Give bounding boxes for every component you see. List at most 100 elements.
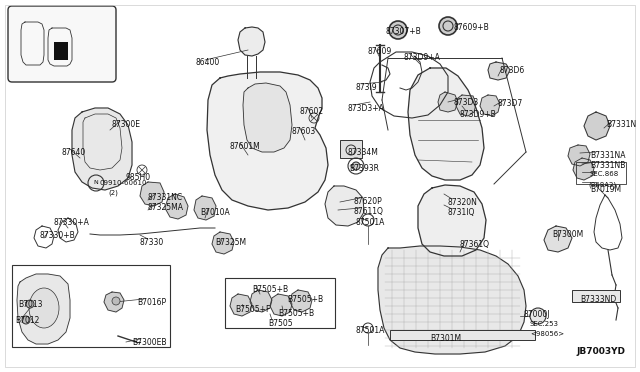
Text: B7019M: B7019M <box>590 185 621 194</box>
Circle shape <box>26 300 34 308</box>
Circle shape <box>530 308 546 324</box>
Text: B7016P: B7016P <box>137 298 166 307</box>
Text: 87334M: 87334M <box>347 148 378 157</box>
Polygon shape <box>212 232 234 254</box>
Polygon shape <box>194 196 216 220</box>
Polygon shape <box>408 68 484 180</box>
Text: B7505: B7505 <box>268 319 292 328</box>
Text: 87501A: 87501A <box>356 218 385 227</box>
Polygon shape <box>488 62 510 80</box>
Text: JB7003YD: JB7003YD <box>576 347 625 356</box>
Text: 87601M: 87601M <box>230 142 260 151</box>
Text: 86400: 86400 <box>195 58 220 67</box>
Bar <box>340 140 362 158</box>
Text: B7301M: B7301M <box>430 334 461 343</box>
Text: 87307+B: 87307+B <box>386 27 422 36</box>
Polygon shape <box>72 108 132 190</box>
Text: 873D9+B: 873D9+B <box>459 110 496 119</box>
Text: 87330: 87330 <box>140 238 164 247</box>
Bar <box>572 290 620 302</box>
Text: 873I9: 873I9 <box>356 83 378 92</box>
Text: 87325MA: 87325MA <box>148 203 184 212</box>
Text: B7393R: B7393R <box>349 164 379 173</box>
Text: 87501A: 87501A <box>356 326 385 335</box>
Polygon shape <box>325 186 364 226</box>
Polygon shape <box>207 72 328 210</box>
Polygon shape <box>290 290 312 312</box>
Text: 87609: 87609 <box>368 47 392 56</box>
Circle shape <box>389 21 407 39</box>
Text: 87603: 87603 <box>292 127 316 136</box>
Text: 873D7: 873D7 <box>497 99 522 108</box>
Text: 87361Q: 87361Q <box>460 240 490 249</box>
Text: B7505+F: B7505+F <box>235 305 270 314</box>
Polygon shape <box>584 112 610 140</box>
Text: B7012: B7012 <box>15 316 40 325</box>
Text: 87330+B: 87330+B <box>40 231 76 240</box>
Polygon shape <box>140 182 164 206</box>
Text: 985H0: 985H0 <box>125 173 150 182</box>
Bar <box>12 265 170 347</box>
Text: 87330+A: 87330+A <box>54 218 90 227</box>
Bar <box>225 278 335 328</box>
Text: 09910-60610: 09910-60610 <box>100 180 147 186</box>
Polygon shape <box>250 290 272 312</box>
Text: B7505+B: B7505+B <box>278 309 314 318</box>
Text: B7331N: B7331N <box>606 120 636 129</box>
Circle shape <box>352 162 360 170</box>
Polygon shape <box>270 294 292 316</box>
Text: 87611Q: 87611Q <box>353 207 383 216</box>
Polygon shape <box>165 194 188 219</box>
Text: 87320N: 87320N <box>447 198 477 207</box>
Text: 87609+B: 87609+B <box>454 23 490 32</box>
Text: N: N <box>93 180 99 186</box>
Text: B7331NA: B7331NA <box>590 151 625 160</box>
Polygon shape <box>230 294 252 316</box>
Text: B7505+B: B7505+B <box>287 295 323 304</box>
Bar <box>576 162 626 184</box>
Text: 873D6: 873D6 <box>500 66 525 75</box>
Polygon shape <box>480 95 500 116</box>
Polygon shape <box>238 27 265 56</box>
Text: B7300M: B7300M <box>552 230 583 239</box>
Polygon shape <box>243 83 292 152</box>
Ellipse shape <box>29 288 59 328</box>
Polygon shape <box>104 292 124 312</box>
Text: 8731IQ: 8731IQ <box>447 208 474 217</box>
Polygon shape <box>378 246 526 354</box>
Text: B7325M: B7325M <box>215 238 246 247</box>
Text: 873D3: 873D3 <box>453 98 478 107</box>
Polygon shape <box>17 274 70 344</box>
Text: B7013: B7013 <box>18 300 42 309</box>
Text: 87640: 87640 <box>62 148 86 157</box>
Bar <box>390 330 535 340</box>
Text: SEC.253: SEC.253 <box>530 321 559 327</box>
Text: <98056>: <98056> <box>530 331 564 337</box>
Circle shape <box>112 297 120 305</box>
Text: B7505+B: B7505+B <box>252 285 288 294</box>
Polygon shape <box>573 158 594 180</box>
FancyBboxPatch shape <box>8 6 116 82</box>
Circle shape <box>439 17 457 35</box>
Polygon shape <box>456 95 476 116</box>
Text: (868A2): (868A2) <box>588 181 616 187</box>
Text: 87000J: 87000J <box>524 310 550 319</box>
Text: 873D3+A: 873D3+A <box>348 104 385 113</box>
Polygon shape <box>544 226 572 252</box>
Text: 87331NC: 87331NC <box>148 193 183 202</box>
Text: B7300EB: B7300EB <box>132 338 166 347</box>
Text: SEC.868: SEC.868 <box>590 171 620 177</box>
Text: B7331NB: B7331NB <box>590 161 625 170</box>
Text: B7010A: B7010A <box>200 208 230 217</box>
Text: 87300E: 87300E <box>112 120 141 129</box>
Text: B7333ND: B7333ND <box>580 295 616 304</box>
Text: (2): (2) <box>108 190 118 196</box>
Polygon shape <box>21 22 44 65</box>
Polygon shape <box>48 28 72 66</box>
Polygon shape <box>418 185 486 256</box>
Bar <box>54 42 68 60</box>
Polygon shape <box>568 145 590 166</box>
Text: 87602: 87602 <box>300 107 324 116</box>
Circle shape <box>22 316 30 324</box>
Text: 873D9+A: 873D9+A <box>404 53 441 62</box>
